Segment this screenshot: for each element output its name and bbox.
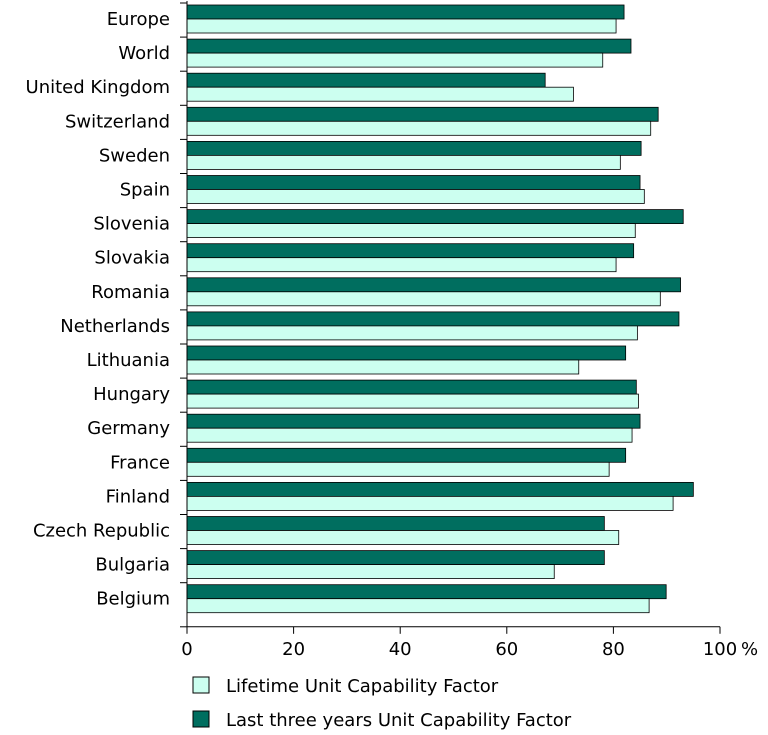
category-label-united-kingdom: United Kingdom — [26, 77, 170, 98]
bar-bulgaria-lifetime — [186, 564, 555, 579]
bars-group — [186, 4, 694, 614]
category-label-slovakia: Slovakia — [94, 248, 170, 269]
category-label-lithuania: Lithuania — [87, 350, 170, 371]
category-label-slovenia: Slovenia — [93, 214, 170, 235]
bar-finland-lifetime — [186, 495, 674, 511]
legend-swatch-lifetime — [192, 676, 210, 694]
bar-spain-lifetime — [186, 189, 645, 204]
bar-united-kingdom-lifetime — [186, 86, 574, 102]
x-tick-label-100: 100 — [703, 639, 737, 660]
legend: Lifetime Unit Capability Factor Last thre… — [192, 676, 572, 731]
category-label-netherlands: Netherlands — [60, 316, 170, 337]
bar-lithuania-last-three-years — [186, 345, 627, 361]
category-label-world: World — [118, 43, 170, 64]
category-label-bulgaria: Bulgaria — [95, 555, 170, 576]
x-tick-label-40: 40 — [389, 639, 412, 660]
bar-slovenia-lifetime — [186, 223, 636, 239]
bar-netherlands-last-three-years — [186, 311, 680, 327]
bar-world-last-three-years — [186, 38, 632, 54]
x-tick-label-20: 20 — [282, 639, 305, 660]
category-label-hungary: Hungary — [93, 384, 170, 405]
category-label-france: France — [110, 452, 170, 473]
bar-united-kingdom-last-three-years — [186, 72, 546, 88]
category-label-belgium: Belgium — [96, 589, 170, 610]
category-label-sweden: Sweden — [99, 145, 170, 166]
bar-germany-lifetime — [186, 427, 633, 443]
x-tick-label-80: 80 — [602, 639, 625, 660]
bar-europe-lifetime — [186, 18, 617, 34]
bar-romania-lifetime — [186, 291, 661, 307]
x-axis-unit: % — [741, 639, 758, 660]
category-label-switzerland: Switzerland — [65, 111, 170, 132]
bar-bulgaria-last-three-years — [186, 550, 605, 565]
bar-hungary-last-three-years — [186, 379, 637, 395]
bar-slovakia-last-three-years — [186, 243, 635, 259]
category-label-czech-republic: Czech Republic — [33, 521, 170, 542]
bar-spain-last-three-years — [186, 175, 641, 190]
bar-switzerland-lifetime — [186, 120, 652, 136]
bar-belgium-lifetime — [186, 598, 650, 614]
category-label-germany: Germany — [87, 418, 170, 439]
bar-slovakia-lifetime — [186, 257, 617, 273]
bar-germany-last-three-years — [186, 413, 641, 429]
bar-czech-republic-lifetime — [186, 530, 620, 545]
bar-france-lifetime — [186, 461, 610, 477]
bar-finland-last-three-years — [186, 481, 694, 497]
category-label-europe: Europe — [107, 9, 170, 30]
legend-label-last-three-years: Last three years Unit Capability Factor — [226, 710, 572, 731]
bar-belgium-last-three-years — [186, 584, 667, 600]
bar-netherlands-lifetime — [186, 325, 638, 341]
bar-france-last-three-years — [186, 447, 627, 463]
bar-europe-last-three-years — [186, 4, 625, 20]
bar-hungary-lifetime — [186, 393, 639, 409]
legend-swatch-last-three-years — [192, 710, 210, 728]
x-tick-label-60: 60 — [495, 639, 518, 660]
category-label-romania: Romania — [91, 282, 170, 303]
bar-slovenia-last-three-years — [186, 209, 684, 225]
bar-lithuania-lifetime — [186, 359, 580, 375]
category-labels: Europe World United Kingdom Switzerland Swed… — [26, 9, 171, 610]
bar-switzerland-last-three-years — [186, 106, 659, 122]
bar-czech-republic-last-three-years — [186, 516, 605, 531]
bar-world-lifetime — [186, 52, 604, 68]
x-axis: 0 20 40 60 80 100% — [180, 1, 758, 660]
bar-sweden-lifetime — [186, 154, 621, 170]
category-label-finland: Finland — [106, 486, 170, 507]
legend-label-lifetime: Lifetime Unit Capability Factor — [226, 676, 499, 697]
bar-sweden-last-three-years — [186, 140, 642, 156]
x-tick-label-0: 0 — [181, 639, 192, 660]
bar-romania-last-three-years — [186, 277, 681, 293]
category-label-spain: Spain — [120, 180, 170, 201]
